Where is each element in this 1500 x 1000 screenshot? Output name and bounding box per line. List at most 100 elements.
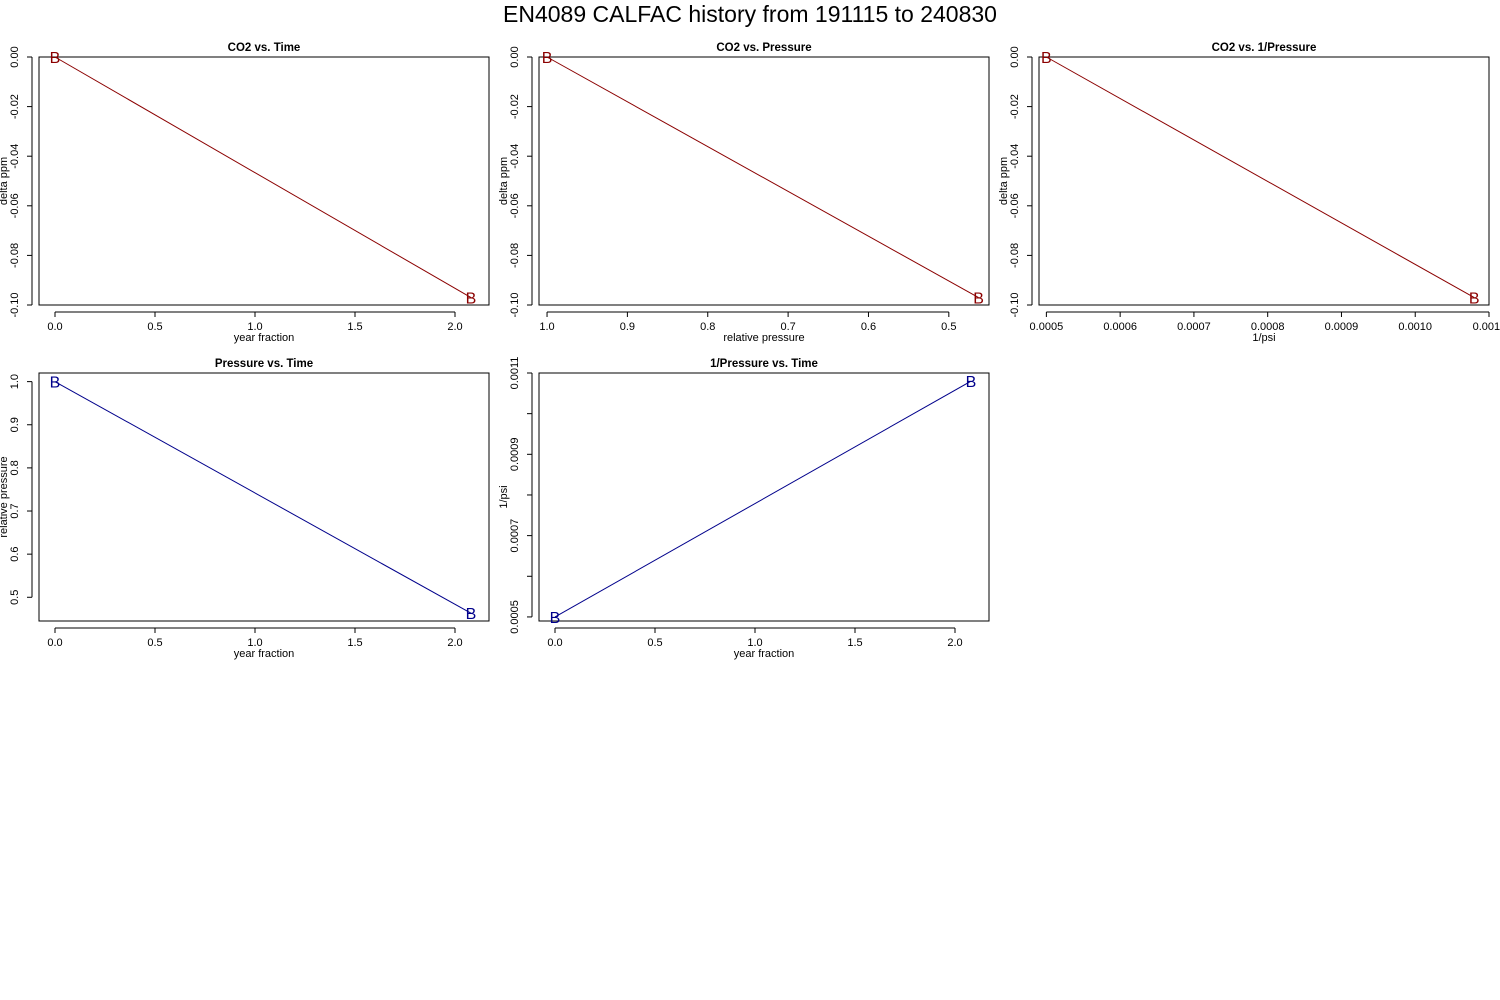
y-axis-label: 1/psi xyxy=(498,485,510,508)
x-tick-label: 1.0 xyxy=(539,321,554,333)
series-line xyxy=(554,380,972,618)
y-tick-label: -0.02 xyxy=(9,94,21,119)
x-axis: 0.0005 0.0006 0.0007 0.0008 0.0009 0.0010 0.00… xyxy=(1030,311,1500,344)
x-tick-label: 1.0 xyxy=(747,637,762,649)
y-tick-label: -0.02 xyxy=(509,94,521,119)
plot-frame xyxy=(38,56,490,306)
x-tick-label: 0.6 xyxy=(861,321,876,333)
x-tick-label: 0.5 xyxy=(147,637,162,649)
page-title: EN4089 CALFAC history from 191115 to 240… xyxy=(503,1,997,27)
y-tick-label: -0.08 xyxy=(9,243,21,268)
y-tick-label: -0.10 xyxy=(9,292,21,317)
chart-title: CO2 vs. Pressure xyxy=(716,42,811,54)
y-axis: 0.0005 0.0007 0.0009 0.0011 1/psi xyxy=(498,357,533,634)
y-axis-label: delta ppm xyxy=(498,157,510,205)
y-tick-label: 0.0005 xyxy=(509,600,521,634)
x-tick-label: 0.0008 xyxy=(1251,321,1285,333)
chart-title: Pressure vs. Time xyxy=(215,358,313,370)
plot-frame xyxy=(538,56,990,306)
y-axis: 0.5 0.6 0.7 0.8 0.9 1.0 relative pressure xyxy=(0,374,33,605)
series-line xyxy=(54,381,472,614)
y-axis-label: delta ppm xyxy=(0,157,10,205)
y-tick-label: -0.04 xyxy=(1009,144,1021,169)
data-point-marker: B xyxy=(466,291,477,308)
x-tick-label: 0.0009 xyxy=(1325,321,1359,333)
x-tick-label: 0.5 xyxy=(147,321,162,333)
x-tick-label: 0.0011 xyxy=(1473,321,1500,333)
y-tick-label: -0.04 xyxy=(509,144,521,169)
y-tick-label: -0.10 xyxy=(509,292,521,317)
y-tick-label: -0.06 xyxy=(1009,193,1021,218)
x-axis-label: year fraction xyxy=(234,332,295,344)
data-point-marker: B xyxy=(466,606,477,623)
y-tick-label: -0.08 xyxy=(509,243,521,268)
x-tick-label: 0.8 xyxy=(700,321,715,333)
x-tick-label: 0.0 xyxy=(47,321,62,333)
y-tick-label: -0.10 xyxy=(1009,292,1021,317)
data-point-marker: B xyxy=(1041,50,1052,67)
y-tick-label: 0.00 xyxy=(1009,46,1021,67)
x-tick-label: 0.0 xyxy=(47,637,62,649)
series-line xyxy=(54,56,472,298)
x-tick-label: 2.0 xyxy=(947,637,962,649)
x-axis-label: year fraction xyxy=(734,648,795,660)
x-tick-label: 2.0 xyxy=(447,321,462,333)
y-tick-label: 0.00 xyxy=(9,46,21,67)
x-tick-label: 1.0 xyxy=(247,637,262,649)
y-tick-label: -0.08 xyxy=(1009,243,1021,268)
x-tick-label: 1.0 xyxy=(247,321,262,333)
y-tick-label: 0.00 xyxy=(509,46,521,67)
y-tick-label: 0.7 xyxy=(9,503,21,518)
data-point-marker: B xyxy=(973,291,984,308)
x-axis: 0.0 0.5 1.0 1.5 2.0 year fraction xyxy=(47,627,463,660)
x-tick-label: 0.9 xyxy=(620,321,635,333)
y-tick-label: -0.06 xyxy=(509,193,521,218)
y-tick-label: 1.0 xyxy=(9,374,21,389)
plot-frame xyxy=(38,372,490,622)
y-axis-label: relative pressure xyxy=(0,456,10,537)
x-tick-label: 0.0010 xyxy=(1398,321,1432,333)
data-point-marker: B xyxy=(966,374,977,391)
x-tick-label: 1.5 xyxy=(847,637,862,649)
y-tick-label: 0.6 xyxy=(9,546,21,561)
co2-vs-pressure-panel: CO2 vs. Pressure 1.0 0.9 0.8 0.7 0.6 0.5 relati… xyxy=(498,42,990,344)
x-tick-label: 1.5 xyxy=(347,321,362,333)
x-axis: 0.0 0.5 1.0 1.5 2.0 year fraction xyxy=(47,311,463,344)
y-tick-label: 0.5 xyxy=(9,590,21,605)
y-tick-label: 0.0011 xyxy=(509,357,521,390)
data-point-marker: B xyxy=(542,50,553,67)
x-axis: 0.0 0.5 1.0 1.5 2.0 year fraction xyxy=(547,627,963,660)
series-line xyxy=(546,56,979,298)
y-tick-label: 0.8 xyxy=(9,460,21,475)
x-axis: 1.0 0.9 0.8 0.7 0.6 0.5 relative pressure xyxy=(539,311,956,344)
series-line xyxy=(1046,56,1475,298)
y-axis-label: delta ppm xyxy=(998,157,1010,205)
inv-pressure-vs-time-panel: 1/Pressure vs. Time 0.0 0.5 1.0 1.5 2.0 year f… xyxy=(498,357,990,660)
data-point-marker: B xyxy=(50,50,61,67)
x-axis-label: relative pressure xyxy=(723,332,804,344)
x-tick-label: 0.0 xyxy=(547,637,562,649)
data-point-marker: B xyxy=(1469,291,1480,308)
plot-frame xyxy=(538,372,990,622)
x-tick-label: 0.7 xyxy=(780,321,795,333)
y-tick-label: 0.9 xyxy=(9,417,21,432)
y-axis: -0.10 -0.08 -0.06 -0.04 -0.02 0.00 delta ppm xyxy=(498,46,533,318)
chart-title: CO2 vs. 1/Pressure xyxy=(1212,42,1317,54)
x-axis-label: 1/psi xyxy=(1252,332,1275,344)
x-tick-label: 0.5 xyxy=(647,637,662,649)
pressure-vs-time-panel: Pressure vs. Time 0.0 0.5 1.0 1.5 2.0 year fra… xyxy=(0,358,490,660)
data-point-marker: B xyxy=(550,610,561,627)
co2-vs-time-panel: CO2 vs. Time 0.0 0.5 1.0 1.5 2.0 year fraction… xyxy=(0,42,490,344)
y-axis: -0.10 -0.08 -0.06 -0.04 -0.02 0.00 delta ppm xyxy=(0,46,33,318)
x-tick-label: 1.5 xyxy=(347,637,362,649)
x-axis-label: year fraction xyxy=(234,648,295,660)
y-tick-label: 0.0007 xyxy=(509,519,521,553)
x-tick-label: 0.0005 xyxy=(1030,321,1064,333)
plot-frame xyxy=(1038,56,1490,306)
y-tick-label: -0.02 xyxy=(1009,94,1021,119)
y-tick-label: -0.06 xyxy=(9,193,21,218)
data-point-marker: B xyxy=(50,375,61,392)
y-tick-label: -0.04 xyxy=(9,144,21,169)
